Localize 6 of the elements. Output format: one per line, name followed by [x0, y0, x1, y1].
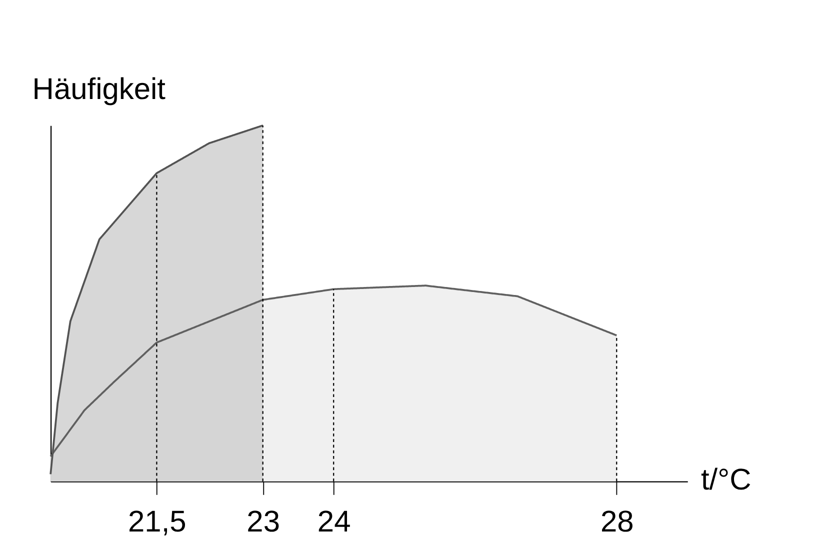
x-axis-title: t/°C: [700, 463, 752, 496]
y-axis-title: Häufigkeit: [32, 72, 166, 106]
x-tick-label: 21,5: [128, 505, 186, 538]
x-tick-label: 28: [600, 505, 634, 538]
x-tick-label: 24: [317, 505, 351, 538]
x-tick-label: 23: [246, 505, 280, 538]
